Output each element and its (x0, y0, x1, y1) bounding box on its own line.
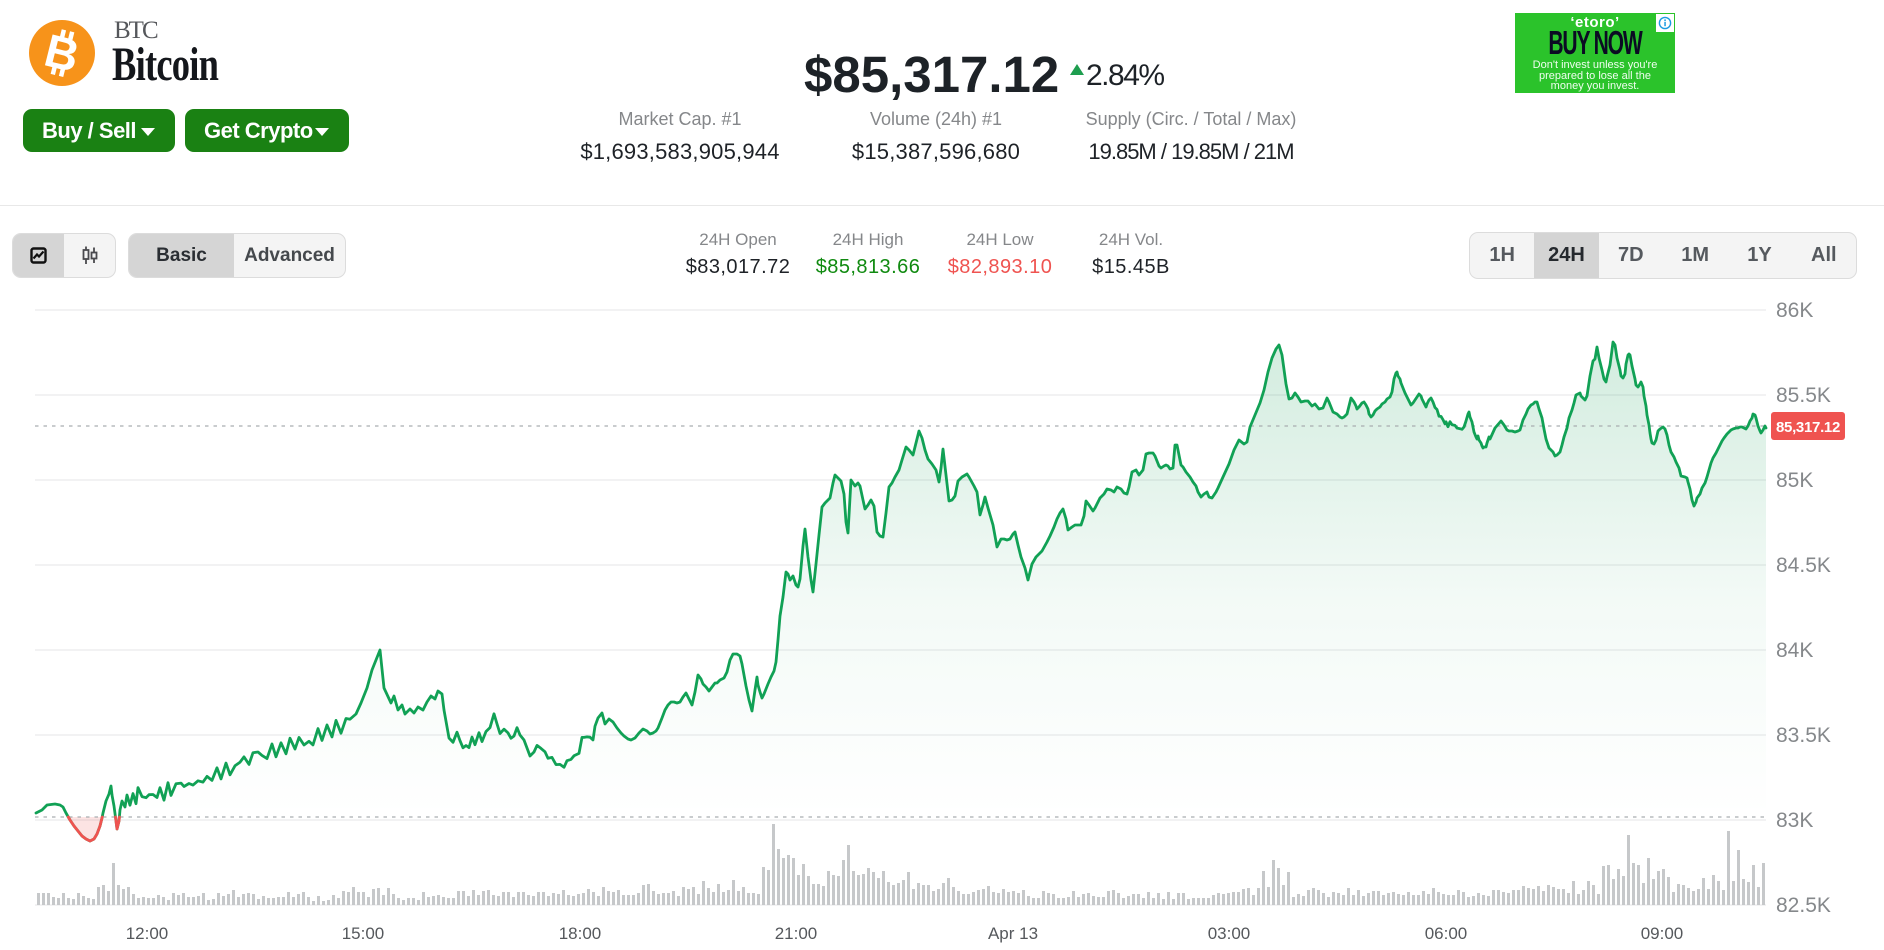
svg-text:84K: 84K (1776, 639, 1813, 662)
svg-text:Apr 13: Apr 13 (988, 924, 1038, 943)
svg-text:83.5K: 83.5K (1776, 724, 1831, 747)
svg-text:86K: 86K (1776, 299, 1813, 322)
svg-text:12:00: 12:00 (126, 924, 169, 943)
svg-text:84.5K: 84.5K (1776, 554, 1831, 577)
svg-text:85.5K: 85.5K (1776, 384, 1831, 407)
svg-text:15:00: 15:00 (342, 924, 385, 943)
svg-text:85,317.12: 85,317.12 (1776, 419, 1840, 436)
svg-text:03:00: 03:00 (1208, 924, 1251, 943)
svg-text:82.5K: 82.5K (1776, 894, 1831, 917)
svg-text:83K: 83K (1776, 809, 1813, 832)
svg-text:85K: 85K (1776, 469, 1813, 492)
svg-text:18:00: 18:00 (559, 924, 602, 943)
svg-text:09:00: 09:00 (1641, 924, 1684, 943)
svg-text:21:00: 21:00 (775, 924, 818, 943)
svg-text:06:00: 06:00 (1425, 924, 1468, 943)
